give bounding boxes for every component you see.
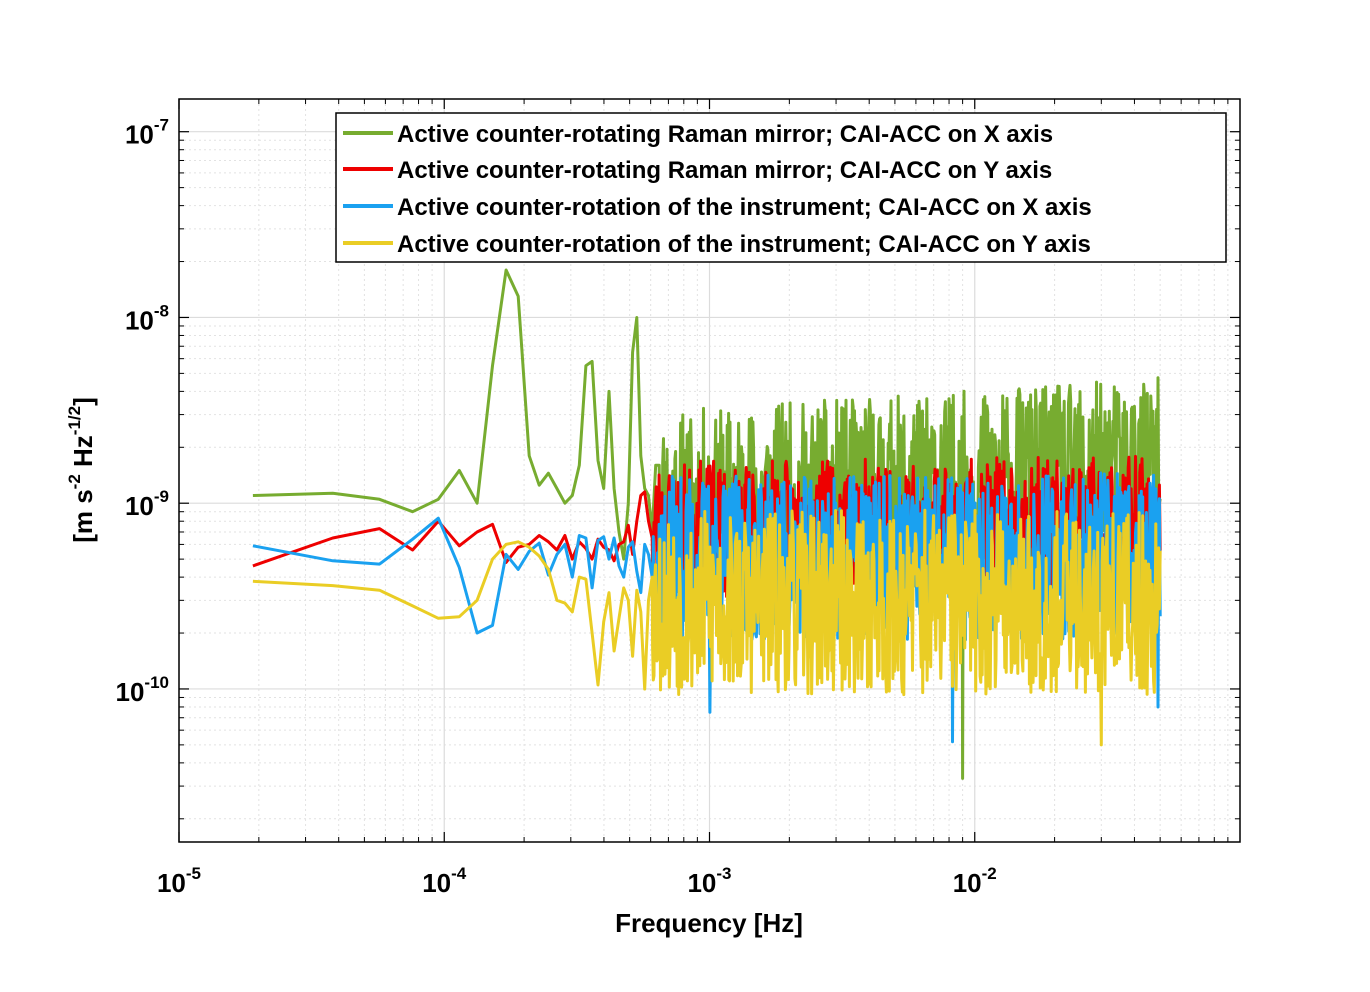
legend-label-blue: Active counter-rotation of the instrumen… (397, 194, 1092, 221)
y-tick-label: 10-8 (125, 301, 169, 335)
x-tick-label: 10-5 (157, 864, 201, 898)
series-layer (252, 268, 1162, 780)
y-tick-label: 10-7 (125, 116, 169, 150)
y-tick-label: 10-10 (116, 673, 170, 707)
legend-label-red: Active counter-rotating Raman mirror; CA… (397, 157, 1052, 184)
tick-marks (178, 99, 1240, 842)
legend: Active counter-rotating Raman mirror; CA… (335, 112, 1227, 263)
series-yellow-line (252, 508, 1162, 747)
legend-box (335, 112, 1227, 263)
legend-label-yellow: Active counter-rotation of the instrumen… (397, 231, 1091, 258)
x-tick-labels: 10-5 10-4 10-3 10-2 (157, 864, 997, 898)
y-tick-label: 10-9 (125, 487, 169, 521)
x-tick-label: 10-2 (953, 864, 997, 898)
y-axis-label: [m s-2 Hz-1/2] (65, 397, 98, 543)
x-tick-label: 10-4 (422, 864, 467, 898)
legend-label-green: Active counter-rotating Raman mirror; CA… (397, 121, 1053, 148)
y-tick-labels: 10-10 10-9 10-8 10-7 (116, 116, 170, 707)
x-tick-label: 10-3 (687, 864, 731, 898)
x-axis-label: Frequency [Hz] (615, 908, 803, 938)
